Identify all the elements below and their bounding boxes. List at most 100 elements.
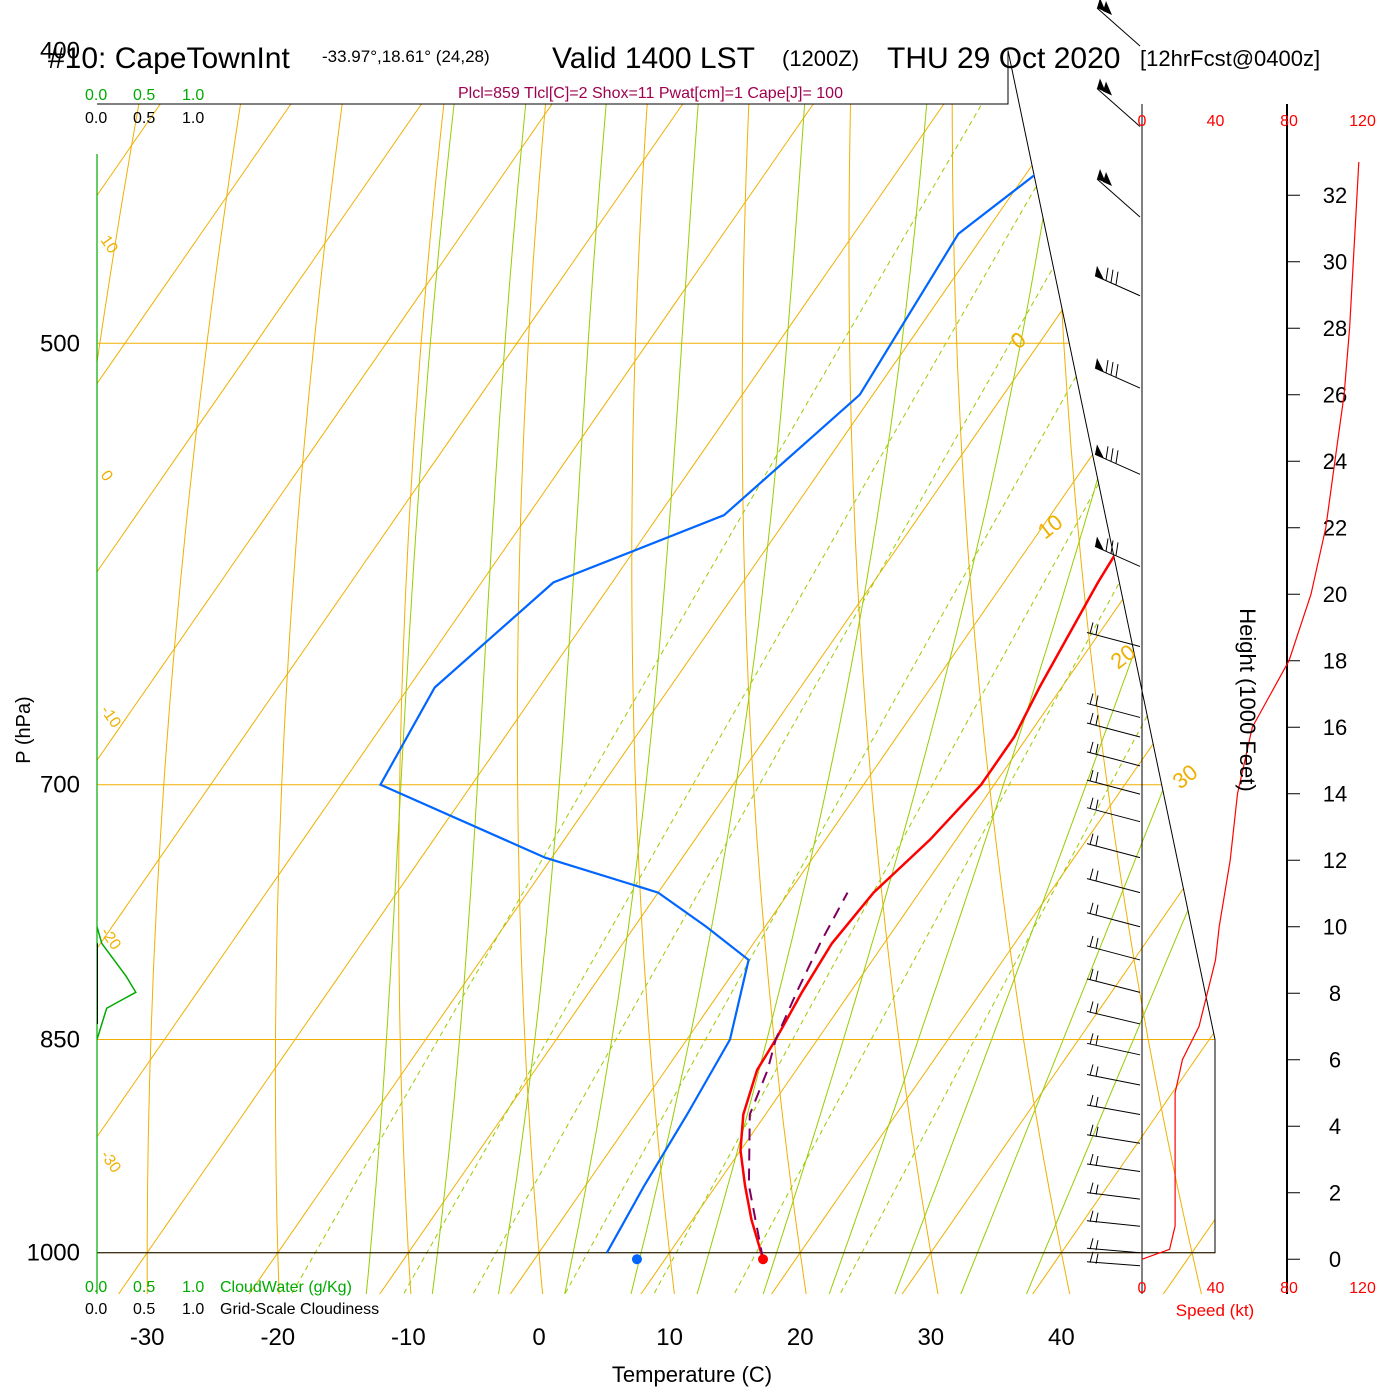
- moist-adiabat-20: [755, 50, 1128, 1294]
- dry-adiabat-20: [741, 50, 811, 1294]
- wind-barb-feather: [1089, 1094, 1094, 1107]
- cloudiness-top-tick-1: 0.5: [133, 110, 155, 127]
- mixing-ratio-label-3: 3: [457, 1299, 473, 1318]
- moist-adiabat--5: [428, 50, 620, 1294]
- wind-barb-feather: [1089, 833, 1094, 845]
- speed-tick-top-80: 80: [1280, 113, 1298, 130]
- wind-barb-flag: [1095, 536, 1104, 551]
- wind-barb-flag: [1095, 265, 1104, 280]
- wind-barb-feather: [1089, 968, 1094, 980]
- wind-barb-flag: [1097, 169, 1112, 187]
- isotherm-label-right-5: 0: [1006, 327, 1031, 354]
- isotherm-0: [494, 50, 1215, 1294]
- wind-barbs: [1086, 0, 1141, 1267]
- isotherm-label-left--20: -20: [97, 925, 124, 954]
- indices-line: Plcl=859 Tlcl[C]=2 Shox=11 Pwat[cm]=1 Ca…: [458, 85, 843, 102]
- wind-barb-feather: [1089, 622, 1094, 634]
- wind-barb: [1086, 1010, 1141, 1025]
- wind-barb-feather: [1095, 1126, 1099, 1137]
- wind-barb: [1086, 1073, 1141, 1086]
- moist-adiabat-15: [690, 50, 985, 1294]
- isotherm--20: [232, 50, 1215, 1294]
- dry-adiabat--10: [398, 50, 546, 1294]
- isotherm-label-right-7: 20: [1106, 639, 1141, 674]
- height-tick-16: 16: [1323, 715, 1347, 740]
- wind-barb-feather: [1110, 540, 1114, 554]
- pressure-tick-700: 700: [40, 772, 80, 799]
- isotherm--50: [97, 50, 1148, 1294]
- cloudiness-top-tick-2: 1.0: [182, 110, 204, 127]
- mixing-ratio-12: [721, 50, 1215, 1294]
- temperature-tick-40: 40: [1048, 1324, 1075, 1351]
- wind-barb: [1086, 807, 1141, 823]
- height-tick-32: 32: [1323, 183, 1347, 208]
- wind-barb-feather: [1089, 1124, 1094, 1136]
- dry-adiabat-0: [516, 50, 634, 1294]
- speed-tick-top-0: 0: [1138, 113, 1147, 130]
- temperature-line: [739, 50, 1215, 1260]
- isotherm-30: [885, 50, 1215, 1294]
- wind-barb-feather: [1089, 868, 1094, 880]
- wind-barb-feather: [1089, 1251, 1094, 1263]
- height-tick-10: 10: [1323, 915, 1347, 940]
- wind-barb-feather: [1089, 1153, 1094, 1166]
- background-grid: 1 2 3 5 8 12 20: [97, 0, 1400, 1318]
- temperature-tick-10: 10: [656, 1324, 683, 1351]
- dry-adiabat-70: [1243, 0, 1400, 1317]
- wind-barb-feather: [1089, 935, 1094, 948]
- isotherm-50: [1147, 50, 1215, 1294]
- pressure-tick-500: 500: [40, 330, 80, 357]
- wind-barb: [1086, 1163, 1141, 1173]
- cloudiness-bottom-tick-0: 0.0: [85, 1301, 107, 1318]
- cloudwater-bottom-tick-1: 0.5: [133, 1279, 155, 1296]
- isotherm--10: [363, 50, 1215, 1294]
- wind-barb: [1086, 945, 1141, 961]
- wind-barb-feather: [1095, 835, 1099, 846]
- temperature-tick--20: -20: [260, 1324, 295, 1351]
- moist-adiabat-40: [1016, 50, 1215, 1294]
- temperature-tick-20: 20: [787, 1324, 814, 1351]
- isotherm--30: [102, 50, 1215, 1294]
- speed-tick-bottom-120: 120: [1349, 1280, 1376, 1297]
- wind-barb: [1086, 1261, 1141, 1267]
- dry-adiabat-40: [951, 50, 1075, 1294]
- cloudwater-line: [97, 926, 137, 1040]
- dewpoint-line: [378, 50, 1215, 1254]
- isotherm--60: [97, 50, 1018, 1294]
- temperature-tick-0: 0: [532, 1324, 545, 1351]
- wind-barb: [1086, 843, 1141, 859]
- moist-adiabat--10: [363, 50, 558, 1294]
- pressure-tick-400: 400: [40, 38, 80, 65]
- wind-barb-flag: [1097, 0, 1112, 16]
- height-tick-30: 30: [1323, 250, 1347, 275]
- wind-barb-flag: [1095, 444, 1104, 459]
- wind-barb-feather: [1110, 269, 1114, 283]
- temperature-tick--10: -10: [391, 1324, 426, 1351]
- valid-date: THU 29 Oct 2020: [887, 42, 1120, 75]
- wind-barb: [1086, 702, 1141, 718]
- mixing-ratio-20: [827, 50, 1215, 1294]
- wind-barb: [1086, 912, 1141, 928]
- parcel-line: [747, 892, 849, 1260]
- moist-adiabat-10: [624, 50, 868, 1294]
- temperature-axis-label: Temperature (C): [612, 1362, 772, 1387]
- wind-barb-feather: [1115, 363, 1119, 378]
- mixing-ratio-5: [551, 50, 1215, 1294]
- wind-barb-feather: [1089, 1238, 1094, 1250]
- chart-labels: #10: CapeTownInt -33.97°,18.61° (24,28) …: [13, 38, 1320, 1387]
- sounding-profiles: [97, 50, 1215, 1265]
- cloudwater-top-tick-2: 1.0: [182, 87, 204, 104]
- wind-barb-feather: [1089, 1033, 1094, 1045]
- speed-tick-bottom-40: 40: [1207, 1280, 1225, 1297]
- wind-barb: [1096, 88, 1141, 127]
- isotherm--70: [97, 50, 887, 1294]
- mixing-ratio-1: [278, 50, 1014, 1294]
- wind-barb-feather: [1095, 771, 1099, 783]
- height-tick-28: 28: [1323, 316, 1347, 341]
- moist-adiabat-0: [494, 50, 690, 1294]
- wind-barb-feather: [1089, 1001, 1094, 1013]
- wind-barb-flag: [1097, 78, 1112, 96]
- wind-barb: [1086, 751, 1141, 767]
- speed-axis-label: Speed (kt): [1176, 1301, 1254, 1320]
- isotherm--80: [97, 50, 757, 1294]
